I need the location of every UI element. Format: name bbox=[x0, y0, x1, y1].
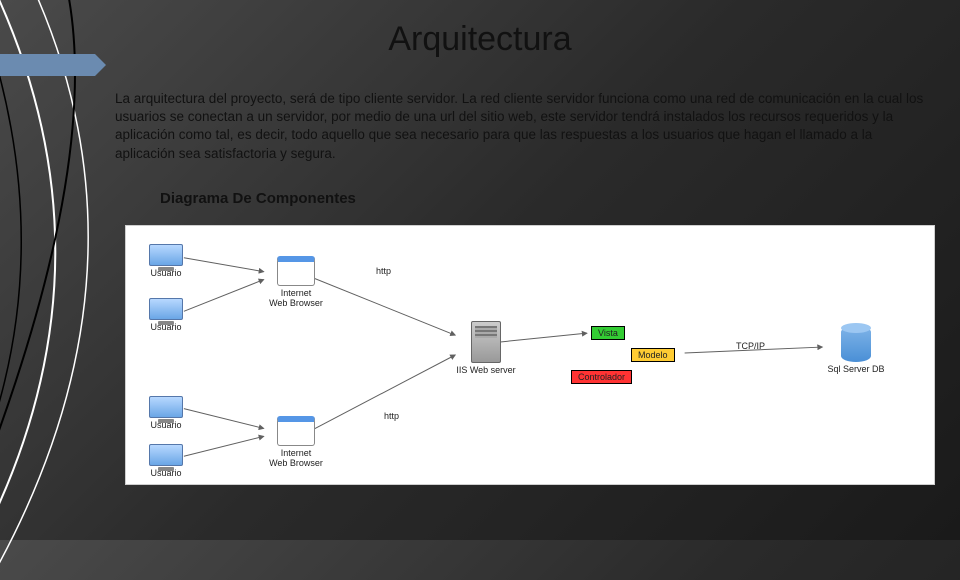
node-browser-b: Internet Web Browser bbox=[266, 416, 326, 468]
node-mvc-vista: Vista bbox=[591, 326, 625, 340]
diagram-edges bbox=[126, 226, 934, 484]
node-user-2: Usuario bbox=[146, 298, 186, 332]
browser-icon bbox=[277, 416, 315, 446]
slide-title: Arquitectura bbox=[0, 20, 960, 59]
monitor-icon bbox=[149, 244, 183, 266]
component-diagram: Usuario Usuario Usuario Usuario Internet… bbox=[125, 225, 935, 485]
node-label: IIS Web server bbox=[456, 365, 516, 375]
slide-body-text: La arquitectura del proyecto, será de ti… bbox=[115, 90, 930, 163]
node-database: Sql Server DB bbox=[826, 326, 886, 374]
mvc-box: Modelo bbox=[631, 348, 675, 362]
server-icon bbox=[471, 321, 501, 363]
edge-label-tcpip: TCP/IP bbox=[736, 341, 765, 351]
edge-label-http-a: http bbox=[376, 266, 391, 276]
mvc-box: Vista bbox=[591, 326, 625, 340]
monitor-icon bbox=[149, 298, 183, 320]
node-user-1: Usuario bbox=[146, 244, 186, 278]
database-icon bbox=[841, 326, 871, 362]
node-mvc-controlador: Controlador bbox=[571, 370, 632, 384]
node-user-4: Usuario bbox=[146, 444, 186, 478]
node-label: Internet Web Browser bbox=[266, 448, 326, 468]
edge-label-http-b: http bbox=[384, 411, 399, 421]
node-label: Sql Server DB bbox=[826, 364, 886, 374]
node-server: IIS Web server bbox=[456, 321, 516, 375]
node-browser-a: Internet Web Browser bbox=[266, 256, 326, 308]
node-user-3: Usuario bbox=[146, 396, 186, 430]
diagram-subheading: Diagrama De Componentes bbox=[160, 190, 356, 207]
node-label: Internet Web Browser bbox=[266, 288, 326, 308]
mvc-box: Controlador bbox=[571, 370, 632, 384]
browser-icon bbox=[277, 256, 315, 286]
node-mvc-modelo: Modelo bbox=[631, 348, 675, 362]
monitor-icon bbox=[149, 444, 183, 466]
monitor-icon bbox=[149, 396, 183, 418]
